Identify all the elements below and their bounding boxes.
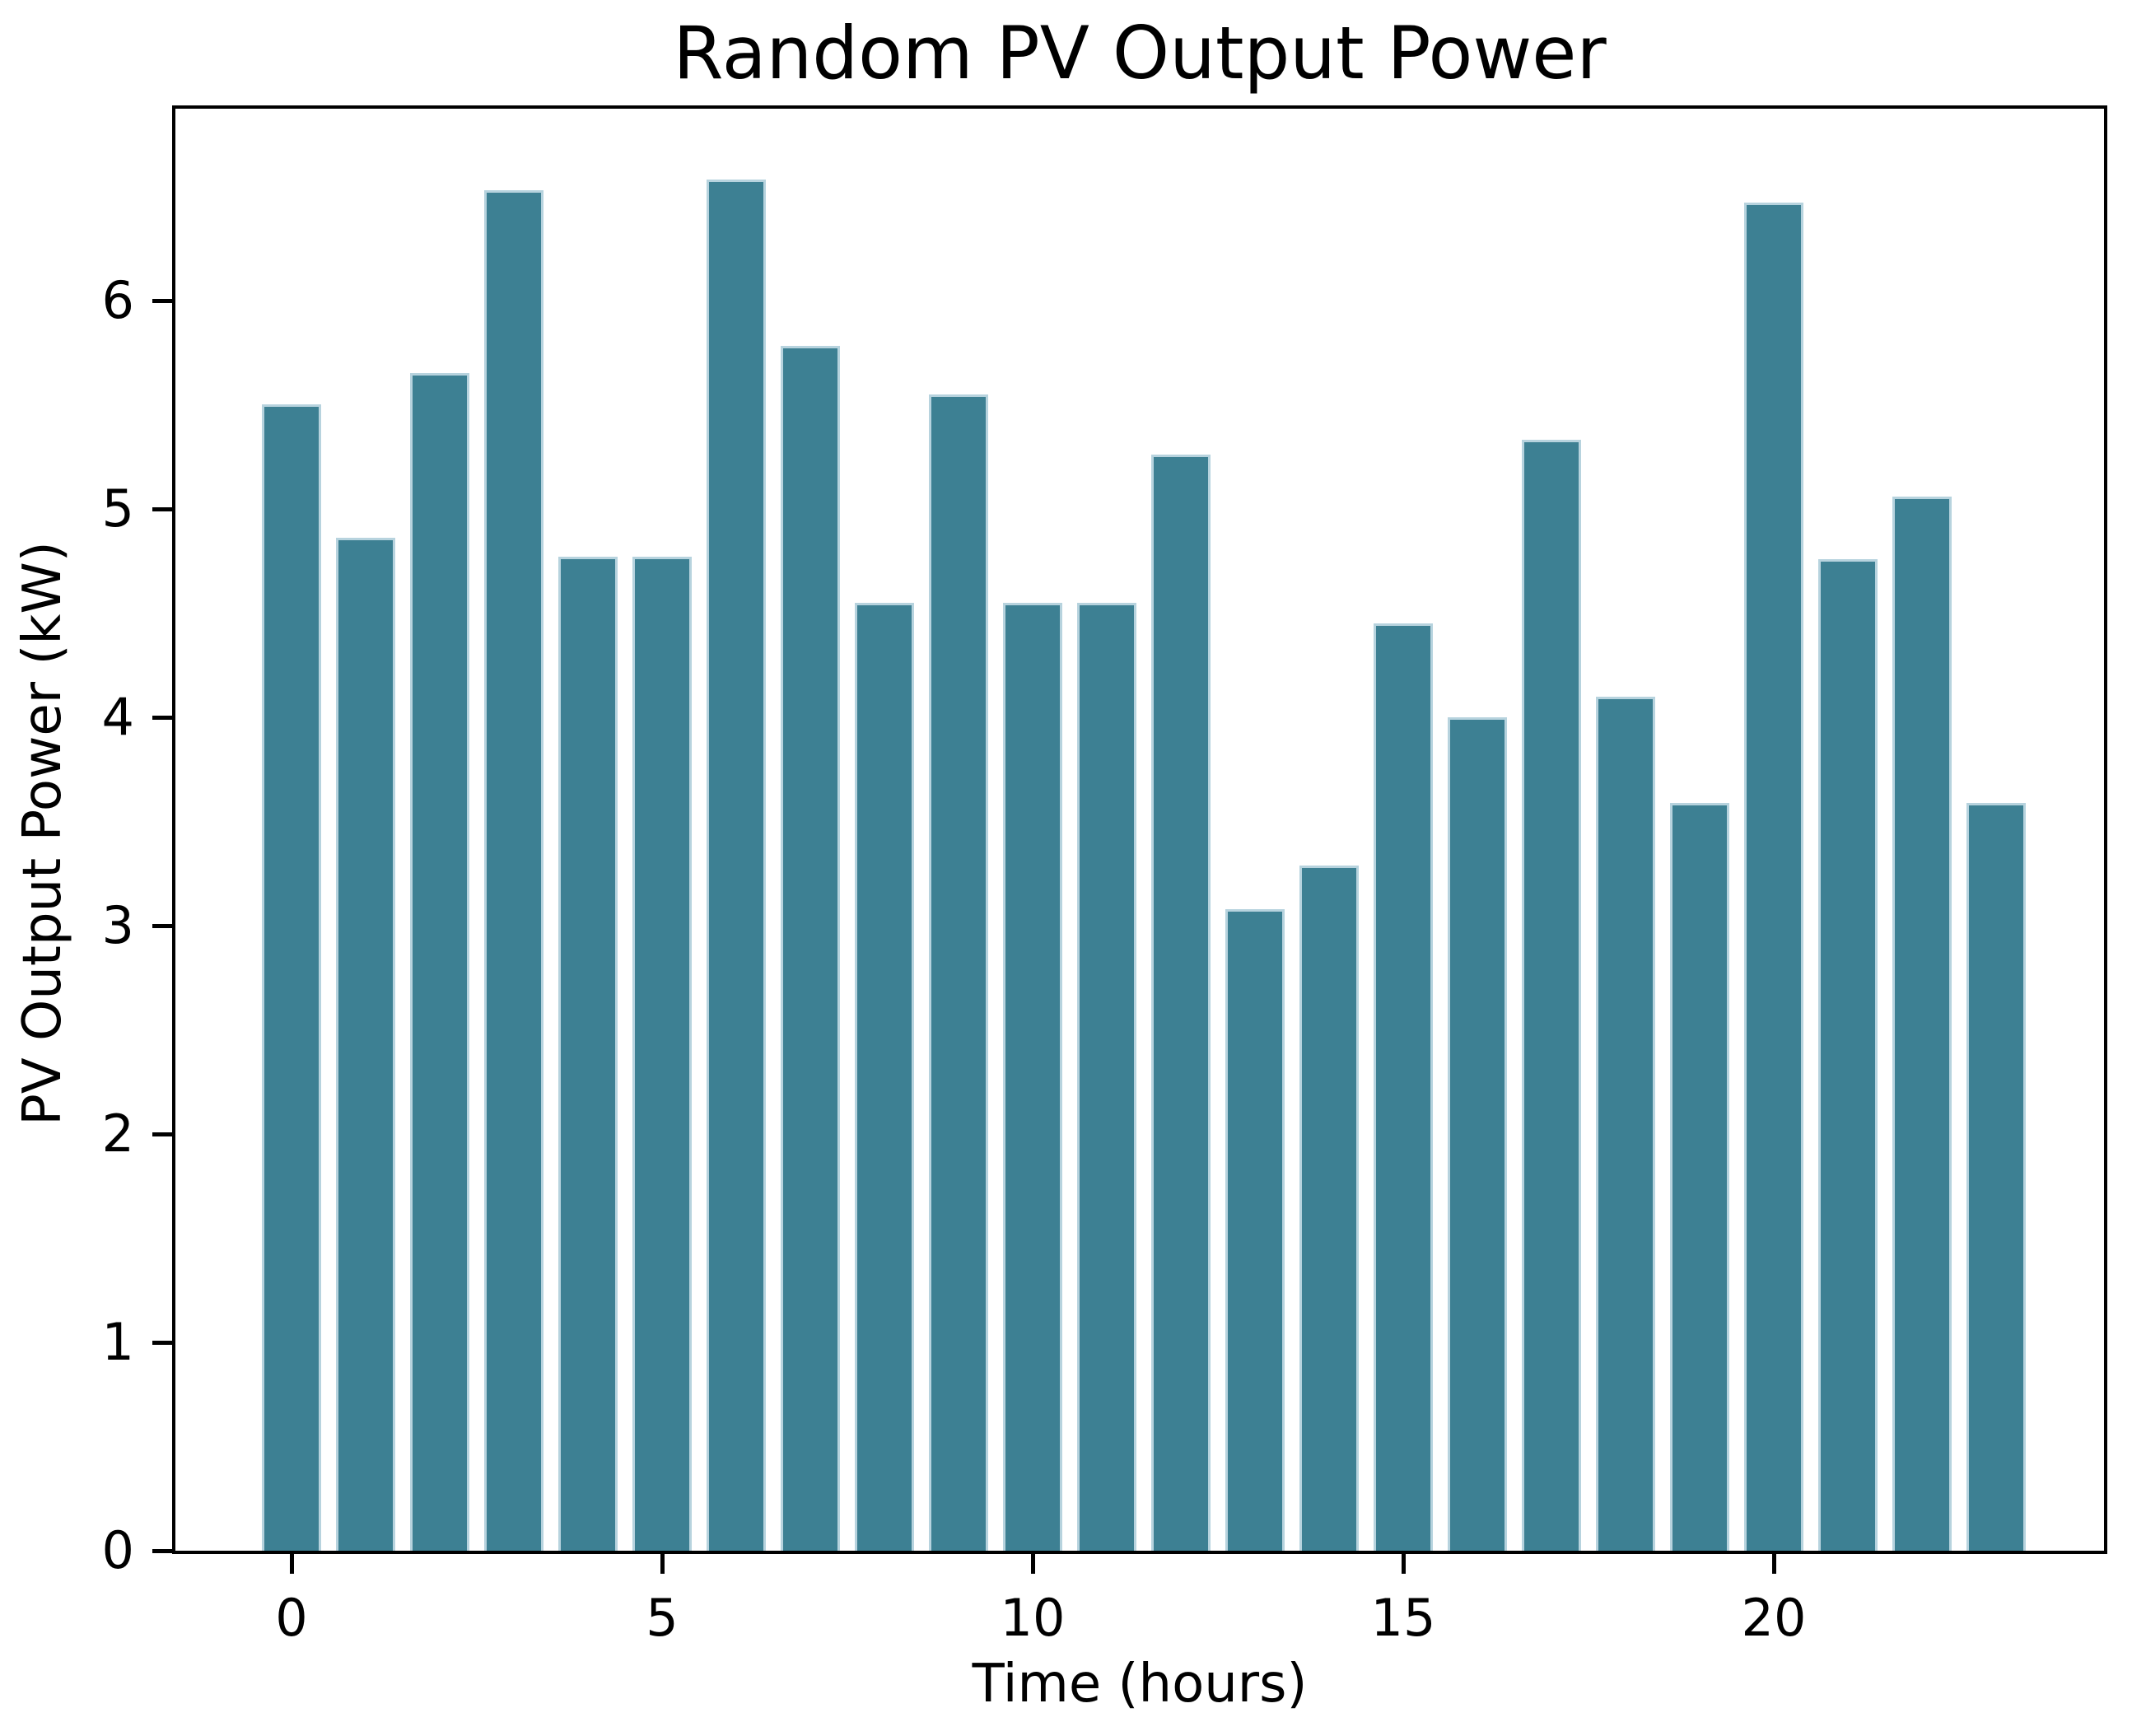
bar-hour-2 [410, 373, 469, 1551]
bar-hour-22 [1892, 497, 1952, 1551]
y-tick-label-0: 0 [101, 1520, 134, 1580]
x-tick-mark-15 [1402, 1554, 1406, 1574]
bar-hour-4 [558, 557, 618, 1551]
bar-hour-13 [1225, 909, 1285, 1551]
bar-hour-14 [1299, 866, 1359, 1551]
y-tick-mark-4 [152, 715, 172, 720]
y-axis-label: PV Output Power (kW) [12, 541, 73, 1126]
bar-hour-21 [1818, 559, 1878, 1551]
y-tick-mark-3 [152, 923, 172, 928]
y-tick-mark-0 [152, 1549, 172, 1553]
bar-hour-8 [855, 603, 914, 1551]
bar-hour-15 [1374, 623, 1433, 1551]
bar-hour-23 [1966, 803, 2026, 1551]
bar-hour-10 [1003, 603, 1062, 1551]
x-tick-mark-5 [660, 1554, 665, 1574]
y-tick-label-5: 5 [101, 478, 134, 539]
y-tick-mark-6 [152, 298, 172, 303]
x-axis-label: Time (hours) [972, 1654, 1308, 1715]
bar-hour-17 [1522, 440, 1581, 1551]
bar-hour-0 [262, 404, 321, 1551]
x-tick-mark-10 [1031, 1554, 1035, 1574]
bar-hour-19 [1670, 803, 1729, 1551]
y-tick-mark-1 [152, 1340, 172, 1345]
y-tick-label-1: 1 [101, 1311, 134, 1372]
bar-hour-5 [632, 557, 692, 1551]
x-tick-label-15: 15 [1370, 1588, 1436, 1648]
x-tick-label-10: 10 [1000, 1588, 1066, 1648]
x-tick-label-5: 5 [646, 1588, 679, 1648]
bar-hour-3 [484, 190, 543, 1551]
x-tick-mark-20 [1772, 1554, 1776, 1574]
bar-hour-11 [1077, 603, 1136, 1551]
y-tick-label-3: 3 [101, 894, 134, 955]
y-tick-label-4: 4 [101, 686, 134, 747]
chart-title: Random PV Output Power [673, 11, 1607, 96]
x-tick-mark-0 [290, 1554, 294, 1574]
bar-hour-16 [1448, 717, 1507, 1551]
plot-area: 0 1 2 3 4 5 6 0 5 10 15 20 [102, 105, 2107, 1644]
bar-hour-1 [336, 538, 395, 1551]
y-tick-mark-2 [152, 1132, 172, 1136]
bar-hour-9 [929, 394, 988, 1551]
bar-hour-20 [1744, 203, 1803, 1551]
y-tick-label-6: 6 [101, 269, 134, 330]
x-tick-label-20: 20 [1741, 1588, 1807, 1648]
y-tick-label-2: 2 [101, 1103, 134, 1164]
bar-hour-18 [1596, 697, 1655, 1551]
y-tick-mark-5 [152, 506, 172, 511]
x-tick-label-0: 0 [275, 1588, 308, 1648]
bar-hour-12 [1151, 455, 1211, 1551]
bar-hour-7 [781, 346, 840, 1551]
bar-hour-6 [707, 180, 766, 1551]
